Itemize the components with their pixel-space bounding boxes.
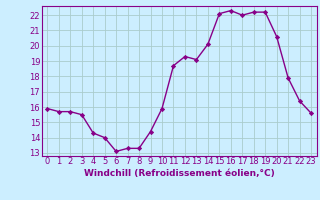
X-axis label: Windchill (Refroidissement éolien,°C): Windchill (Refroidissement éolien,°C) — [84, 169, 275, 178]
